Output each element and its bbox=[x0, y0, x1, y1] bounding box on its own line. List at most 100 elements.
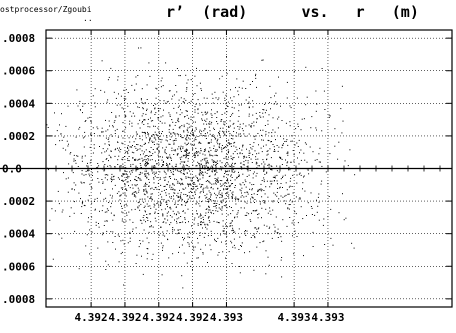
data-point bbox=[141, 131, 143, 133]
data-point bbox=[214, 205, 216, 207]
data-point bbox=[73, 212, 75, 214]
data-point bbox=[238, 228, 240, 230]
data-point bbox=[263, 224, 265, 226]
data-point bbox=[154, 125, 156, 127]
data-point bbox=[231, 164, 233, 166]
data-point bbox=[186, 114, 188, 116]
data-point bbox=[230, 145, 232, 147]
data-point bbox=[150, 196, 152, 198]
data-point bbox=[210, 193, 212, 195]
data-point bbox=[177, 229, 179, 231]
data-point bbox=[130, 173, 132, 175]
data-point bbox=[212, 134, 214, 136]
data-point bbox=[108, 141, 110, 143]
data-point bbox=[173, 195, 174, 197]
data-point bbox=[245, 125, 247, 127]
data-point bbox=[145, 221, 146, 223]
data-point bbox=[261, 151, 263, 153]
data-point bbox=[310, 206, 312, 207]
data-point bbox=[317, 205, 319, 207]
data-point bbox=[264, 112, 266, 114]
data-point bbox=[235, 203, 237, 205]
data-point bbox=[186, 201, 188, 203]
data-point bbox=[250, 220, 252, 222]
data-point bbox=[325, 171, 327, 173]
data-point bbox=[276, 170, 278, 172]
data-point bbox=[274, 149, 275, 151]
data-point bbox=[279, 156, 280, 158]
data-point bbox=[163, 100, 165, 102]
data-point bbox=[173, 143, 175, 145]
data-point bbox=[227, 174, 229, 176]
data-point bbox=[146, 162, 147, 164]
data-point bbox=[241, 187, 243, 189]
data-point bbox=[265, 102, 266, 104]
data-point bbox=[221, 114, 223, 115]
data-point bbox=[252, 235, 254, 236]
data-point bbox=[120, 194, 122, 196]
data-point bbox=[267, 164, 269, 166]
data-point bbox=[129, 237, 131, 239]
data-point bbox=[206, 162, 208, 164]
data-point bbox=[273, 103, 275, 105]
data-point bbox=[125, 195, 127, 197]
data-point bbox=[124, 193, 126, 195]
data-point bbox=[124, 111, 125, 113]
data-point bbox=[135, 147, 137, 149]
data-point bbox=[199, 192, 201, 194]
data-point bbox=[85, 174, 87, 176]
data-point bbox=[208, 126, 210, 128]
data-point bbox=[143, 119, 145, 121]
data-point bbox=[243, 196, 245, 198]
data-point bbox=[91, 172, 93, 174]
data-point bbox=[197, 188, 199, 190]
data-point bbox=[199, 131, 200, 133]
data-point bbox=[129, 231, 131, 233]
data-point bbox=[282, 196, 284, 198]
data-point bbox=[176, 218, 178, 220]
data-point bbox=[289, 204, 291, 205]
data-point bbox=[144, 156, 146, 158]
data-point bbox=[193, 187, 195, 189]
data-point bbox=[198, 151, 200, 153]
data-point bbox=[267, 233, 269, 235]
data-point bbox=[194, 111, 196, 113]
data-point bbox=[158, 189, 160, 191]
data-point bbox=[138, 246, 140, 248]
data-point bbox=[190, 79, 192, 81]
data-point bbox=[80, 181, 82, 183]
data-point bbox=[107, 139, 109, 140]
data-point bbox=[248, 107, 250, 109]
data-point bbox=[63, 136, 65, 138]
data-point bbox=[144, 131, 146, 133]
data-point bbox=[178, 182, 180, 184]
data-point bbox=[173, 184, 175, 186]
data-point bbox=[255, 210, 257, 212]
data-point bbox=[113, 121, 115, 123]
data-point bbox=[213, 206, 215, 207]
data-point bbox=[86, 234, 88, 236]
data-point bbox=[255, 227, 257, 229]
data-point bbox=[151, 259, 153, 260]
data-point bbox=[153, 125, 154, 127]
data-point bbox=[126, 214, 128, 216]
data-point bbox=[303, 118, 305, 120]
data-point bbox=[278, 146, 280, 148]
data-point bbox=[182, 188, 184, 190]
data-point bbox=[184, 142, 186, 144]
data-point bbox=[153, 171, 155, 173]
data-point bbox=[215, 205, 217, 206]
data-point bbox=[205, 187, 207, 189]
data-point bbox=[150, 225, 152, 227]
data-point bbox=[244, 179, 246, 181]
data-point bbox=[202, 114, 204, 116]
data-point bbox=[140, 47, 142, 49]
data-point bbox=[231, 162, 233, 164]
data-point bbox=[127, 181, 129, 183]
data-point bbox=[106, 211, 108, 213]
data-point bbox=[214, 161, 216, 163]
data-point bbox=[239, 266, 241, 267]
data-point bbox=[122, 157, 124, 158]
data-point bbox=[152, 134, 154, 136]
